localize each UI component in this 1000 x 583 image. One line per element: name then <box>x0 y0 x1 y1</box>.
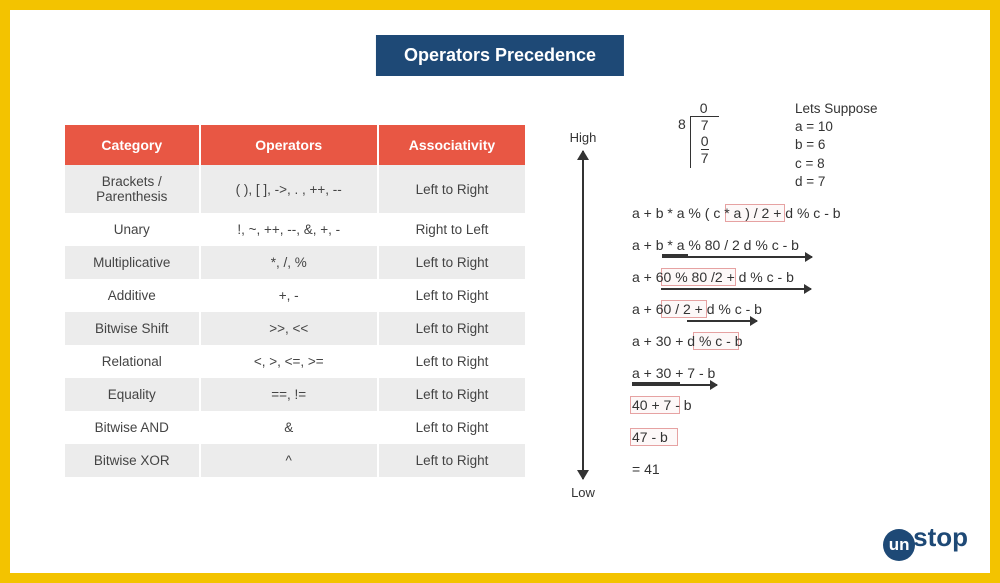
table-row: Unary!, ~, ++, --, &, +, -Right to Left <box>65 213 525 246</box>
precedence-table: Category Operators Associativity Bracket… <box>65 125 525 477</box>
evaluation-steps: a + b * a % ( c * a ) / 2 + d % c - b a … <box>632 205 932 493</box>
step-row: 40 + 7 - b <box>632 397 932 429</box>
axis-arrow <box>582 151 584 479</box>
cell-operators: ^ <box>201 444 379 477</box>
division-line: 0 <box>701 133 709 150</box>
table-row: Bitwise AND&Left to Right <box>65 411 525 444</box>
step-text: a + 60 / 2 + d % c - b <box>632 301 762 317</box>
col-associativity: Associativity <box>379 125 525 165</box>
step-text: = 41 <box>632 461 660 477</box>
cell-operators: & <box>201 411 379 444</box>
suppose-var: b = 6 <box>795 136 878 154</box>
cell-category: Relational <box>65 345 201 378</box>
cell-category: Equality <box>65 378 201 411</box>
suppose-block: Lets Suppose a = 10 b = 6 c = 8 d = 7 <box>795 100 878 191</box>
suppose-var: d = 7 <box>795 173 878 191</box>
step-text: 40 + 7 - b <box>632 397 692 413</box>
axis-low-label: Low <box>571 485 595 500</box>
step-text: a + 30 + d % c - b <box>632 333 743 349</box>
cell-associativity: Left to Right <box>379 165 525 213</box>
col-category: Category <box>65 125 201 165</box>
table-row: Brackets / Parenthesis( ), [ ], ->, . , … <box>65 165 525 213</box>
precedence-axis: High Low <box>563 130 603 500</box>
step-row: a + b * a % 80 / 2 d % c - b <box>632 237 932 269</box>
step-row: = 41 <box>632 461 932 493</box>
col-operators: Operators <box>201 125 379 165</box>
cell-operators: ( ), [ ], ->, . , ++, -- <box>201 165 379 213</box>
cell-operators: <, >, <=, >= <box>201 345 379 378</box>
cell-associativity: Left to Right <box>379 279 525 312</box>
table-row: Relational<, >, <=, >=Left to Right <box>65 345 525 378</box>
division-line: 7 <box>701 150 709 166</box>
step-row: a + 60 % 80 /2 + d % c - b <box>632 269 932 301</box>
table-row: Additive+, -Left to Right <box>65 279 525 312</box>
brand-logo: unstop <box>883 522 968 561</box>
cell-category: Bitwise XOR <box>65 444 201 477</box>
page-title: Operators Precedence <box>376 35 624 76</box>
cell-operators: >>, << <box>201 312 379 345</box>
step-row: a + 60 / 2 + d % c - b <box>632 301 932 333</box>
long-division: 8 0 7 0 7 <box>678 100 719 168</box>
suppose-var: c = 8 <box>795 155 878 173</box>
suppose-title: Lets Suppose <box>795 100 878 118</box>
step-row: a + b * a % ( c * a ) / 2 + d % c - b <box>632 205 932 237</box>
table-row: Equality==, !=Left to Right <box>65 378 525 411</box>
cell-category: Additive <box>65 279 201 312</box>
cell-associativity: Left to Right <box>379 378 525 411</box>
cell-associativity: Left to Right <box>379 411 525 444</box>
cell-operators: *, /, % <box>201 246 379 279</box>
quotient: 0 <box>690 100 719 116</box>
logo-text: stop <box>913 522 968 552</box>
division-line: 7 <box>701 117 709 133</box>
divisor: 8 <box>678 100 690 132</box>
cell-category: Bitwise Shift <box>65 312 201 345</box>
step-row: a + 30 + 7 - b <box>632 365 932 397</box>
table-row: Multiplicative*, /, %Left to Right <box>65 246 525 279</box>
cell-category: Brackets / Parenthesis <box>65 165 201 213</box>
suppose-var: a = 10 <box>795 118 878 136</box>
cell-associativity: Left to Right <box>379 246 525 279</box>
cell-associativity: Left to Right <box>379 345 525 378</box>
step-text: a + 60 % 80 /2 + d % c - b <box>632 269 794 285</box>
cell-associativity: Right to Left <box>379 213 525 246</box>
step-text: a + 30 + 7 - b <box>632 365 715 381</box>
step-row: a + 30 + d % c - b <box>632 333 932 365</box>
step-row: 47 - b <box>632 429 932 461</box>
cell-operators: !, ~, ++, --, &, +, - <box>201 213 379 246</box>
table-row: Bitwise Shift>>, <<Left to Right <box>65 312 525 345</box>
cell-category: Multiplicative <box>65 246 201 279</box>
cell-category: Bitwise AND <box>65 411 201 444</box>
logo-icon: un <box>883 529 915 561</box>
step-text: a + b * a % ( c * a ) / 2 + d % c - b <box>632 205 841 221</box>
step-text: a + b * a % 80 / 2 d % c - b <box>632 237 799 253</box>
cell-category: Unary <box>65 213 201 246</box>
step-text: 47 - b <box>632 429 668 445</box>
axis-high-label: High <box>570 130 597 145</box>
table-row: Bitwise XOR^Left to Right <box>65 444 525 477</box>
cell-operators: ==, != <box>201 378 379 411</box>
cell-associativity: Left to Right <box>379 444 525 477</box>
cell-operators: +, - <box>201 279 379 312</box>
cell-associativity: Left to Right <box>379 312 525 345</box>
